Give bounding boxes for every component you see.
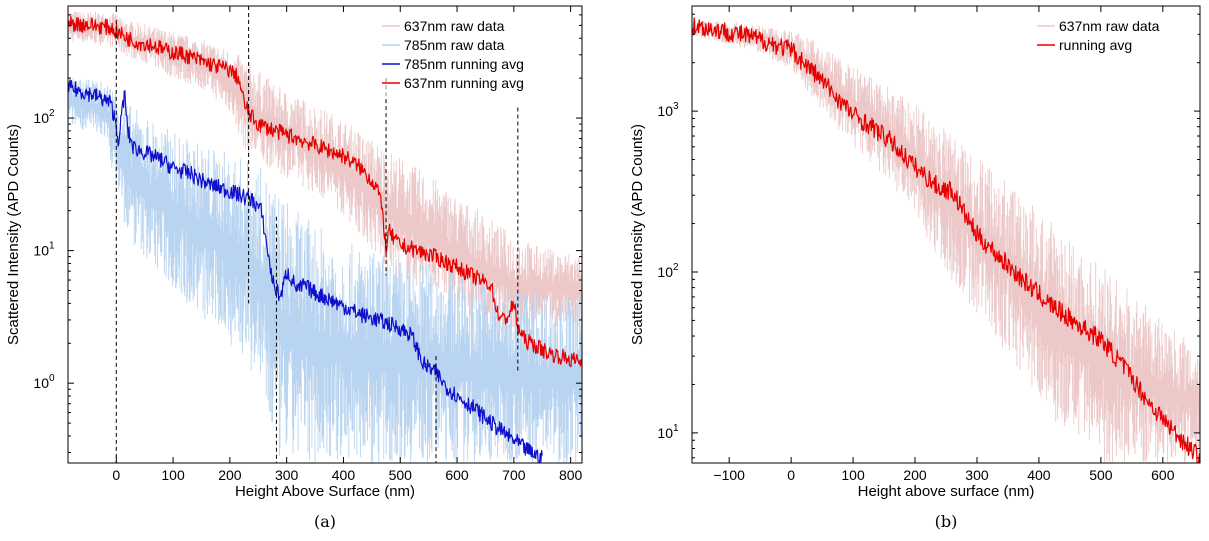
y-tick-base: 10 — [657, 103, 673, 119]
y-tick-base: 10 — [33, 375, 49, 391]
x-tick-label: 600 — [1151, 467, 1175, 483]
legend-label: 785nm running avg — [404, 56, 524, 72]
y-tick-base: 10 — [33, 110, 49, 126]
series-637nm-running-avg-line — [68, 16, 582, 368]
x-tick-label: 400 — [1027, 467, 1051, 483]
plot-area — [692, 17, 1200, 463]
x-tick-label: 100 — [161, 467, 185, 483]
y-tick-exponent: 1 — [49, 241, 55, 252]
series-running-avg-line — [692, 17, 1200, 463]
axes-frame — [67, 5, 583, 464]
x-tick-label: 200 — [903, 467, 927, 483]
x-tick-label: −100 — [713, 467, 745, 483]
x-tick-label: 0 — [112, 467, 120, 483]
y-axis-label: Scattered Intensity (APD Counts) — [5, 124, 22, 345]
legend-label: 785nm raw data — [404, 37, 505, 53]
x-tick-label: 700 — [502, 467, 526, 483]
x-axis-label: Height above surface (nm) — [858, 483, 1035, 500]
x-tick-label: 800 — [559, 467, 583, 483]
y-tick-base: 10 — [657, 425, 673, 441]
series-785nm-running-avg-line — [68, 79, 543, 463]
y-tick-label: 102 — [657, 262, 679, 280]
legend-label: 637nm running avg — [404, 75, 524, 91]
legend: 637nm raw data running avg — [1035, 14, 1198, 60]
y-axis-label: Scattered Intensity (APD Counts) — [629, 124, 646, 345]
legend-label: running avg — [1059, 37, 1132, 53]
legend-label: 637nm raw data — [404, 18, 505, 34]
panel-caption: (b) — [935, 512, 958, 531]
panel-caption: (a) — [314, 512, 336, 531]
y-tick-label: 101 — [33, 241, 55, 259]
x-tick-label: 300 — [965, 467, 989, 483]
x-tick-label: 300 — [275, 467, 299, 483]
x-tick-label: 400 — [332, 467, 356, 483]
series-637nm-raw-data-band — [692, 18, 1200, 463]
y-tick-exponent: 3 — [673, 101, 679, 112]
x-tick-label: 100 — [841, 467, 865, 483]
y-tick-exponent: 2 — [673, 262, 679, 273]
x-tick-label: 500 — [389, 467, 413, 483]
y-tick-exponent: 2 — [49, 108, 55, 119]
legend-box — [380, 14, 578, 98]
y-tick-label: 102 — [33, 108, 55, 126]
x-tick-label: 600 — [445, 467, 469, 483]
x-tick-label: 200 — [218, 467, 242, 483]
series-785nm-raw-data-band — [68, 79, 582, 463]
legend: 637nm raw data 785nm raw data 785nm runnin… — [380, 14, 578, 98]
y-tick-base: 10 — [657, 264, 673, 280]
y-tick-exponent: 1 — [673, 423, 679, 434]
y-tick-label: 100 — [33, 373, 55, 391]
y-tick-exponent: 0 — [49, 373, 55, 384]
x-tick-label: 500 — [1089, 467, 1113, 483]
y-tick-base: 10 — [33, 243, 49, 259]
plot-area — [68, 6, 582, 463]
legend-label: 637nm raw data — [1059, 18, 1160, 34]
y-tick-label: 101 — [657, 423, 679, 441]
axes-frame — [691, 5, 1201, 464]
legend-box — [1035, 14, 1198, 60]
chart-panel-a: 0 100 200 300 400 500 600 700 800100101102Height… — [5, 5, 583, 531]
y-tick-label: 103 — [657, 101, 679, 119]
x-axis-label: Height Above Surface (nm) — [235, 483, 415, 500]
x-tick-label: 0 — [787, 467, 795, 483]
